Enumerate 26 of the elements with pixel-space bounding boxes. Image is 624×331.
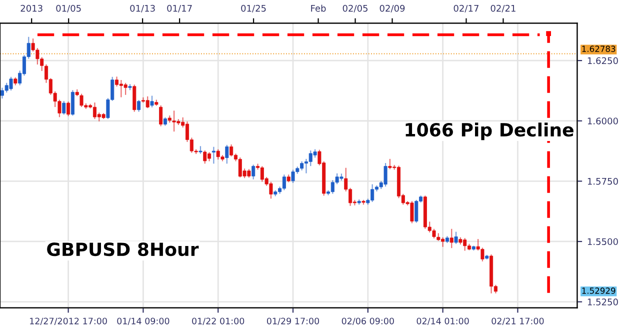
x-tick-label: 01/22 01:00 [192, 318, 244, 326]
x-tick-label: 01/14 09:00 [117, 318, 170, 326]
x2-tick-label: Feb [311, 4, 326, 12]
x-tick-label: 01/29 17:00 [266, 318, 320, 326]
ref-line-label: 1.62783 [582, 46, 616, 52]
x-tick-label: 12/27/2012 17:00 [30, 318, 107, 326]
x2-tick-label: 01/25 [241, 4, 266, 12]
y-tick-label: 1.6000 [588, 118, 618, 124]
x2-tick-label: 02/17 [454, 4, 478, 12]
y-tick-label: 1.6250 [588, 57, 618, 64]
y-tick-label: 1.5500 [588, 238, 618, 246]
x-tick-label: 02/06 09:00 [342, 318, 394, 326]
x2-tick-label: 02/09 [380, 4, 405, 12]
x-tick-label: 02/21 17:00 [492, 318, 544, 326]
y-tick-label: 1.5250 [588, 298, 618, 306]
x2-tick-label: 02/21 [490, 4, 516, 12]
x2-tick-label: 01/17 [167, 4, 192, 12]
x2-tick-label: 02/05 [342, 4, 368, 12]
x2-tick-label: 2013 [20, 4, 42, 12]
text: 1.52929 [582, 288, 616, 294]
x-tick-label: 02/14 01:00 [416, 318, 469, 326]
y-tick-label: 1.5750 [588, 178, 618, 185]
x2-tick-label: 01/05 [56, 4, 81, 12]
annotation: GBPUSD 8Hour [47, 242, 199, 256]
annotation: 1066 Pip Decline [406, 122, 574, 140]
x2-tick-label: 01/13 [130, 4, 155, 12]
